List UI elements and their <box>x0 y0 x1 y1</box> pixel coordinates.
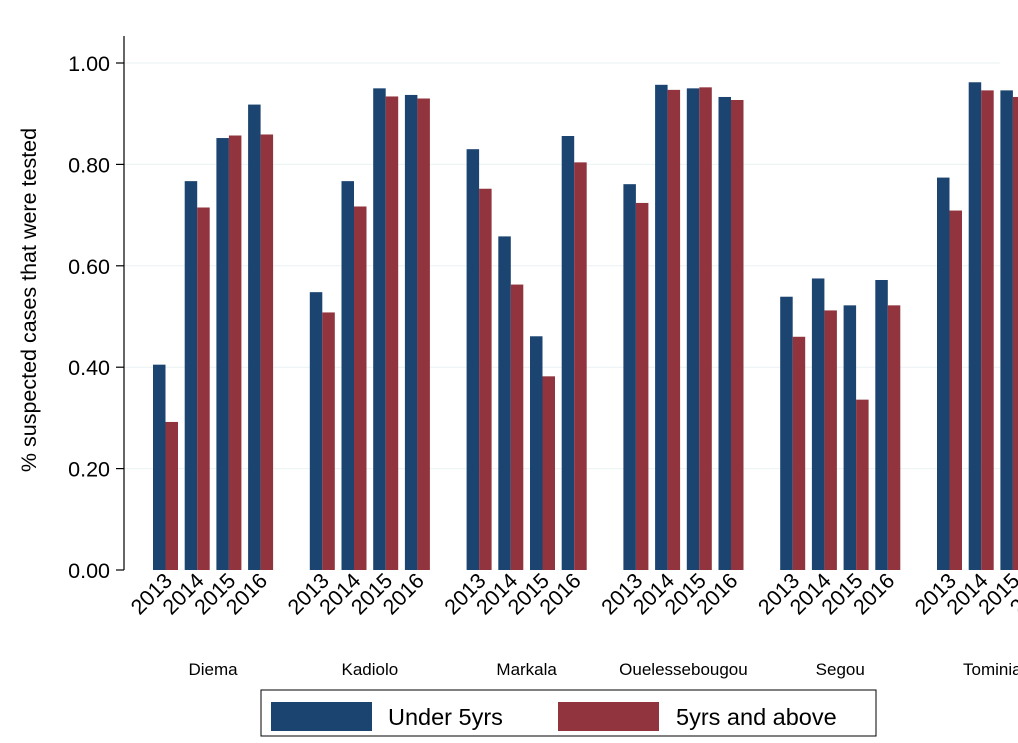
bar-ouelessebougou-2015-under-5yrs <box>686 88 700 570</box>
y-tick-label-1-00: 1.00 <box>68 52 110 76</box>
bar-markala-2016-5yrs-and-above <box>574 162 587 570</box>
bar-ouelessebougou-2014-5yrs-and-above <box>667 89 681 570</box>
group-label-kadiolo: Kadiolo <box>341 660 398 679</box>
group-label-markala: Markala <box>496 660 557 679</box>
y-tick-labels: 0.00 0.20 0.40 0.60 0.80 1.00 <box>68 52 110 583</box>
bar-ouelessebougou-2015-5yrs-and-above <box>699 87 712 570</box>
legend-label-under-5yrs: Under 5yrs <box>388 704 503 730</box>
bar-markala-2013-5yrs-and-above <box>479 188 492 570</box>
bar-segou-2016-under-5yrs <box>875 279 888 570</box>
group-labels: Diema Kadiolo Markala Ouelessebougou Segou To… <box>188 660 1018 679</box>
legend: Under 5yrs 5yrs and above <box>260 689 877 737</box>
bar-ouelessebougou-2014-under-5yrs <box>655 84 668 571</box>
bar-segou-2014-under-5yrs <box>811 278 825 570</box>
bar-segou-2015-under-5yrs <box>843 305 857 570</box>
bar-kadiolo-2016-5yrs-and-above <box>417 98 430 571</box>
bar-diema-2013-5yrs-and-above <box>165 421 178 570</box>
y-tick-label-0-80: 0.80 <box>68 153 110 177</box>
bar-diema-2013-under-5yrs <box>153 364 166 570</box>
bar-diema-2016-5yrs-and-above <box>260 134 274 570</box>
y-tick-label-0-20: 0.20 <box>68 458 110 482</box>
bars <box>153 82 1018 571</box>
bar-tominian-2014-5yrs-and-above <box>981 90 994 571</box>
bar-segou-2013-5yrs-and-above <box>792 336 806 570</box>
bar-kadiolo-2016-under-5yrs <box>404 94 418 570</box>
legend-swatch-under-5yrs <box>271 702 372 731</box>
bar-kadiolo-2014-5yrs-and-above <box>354 206 367 570</box>
group-label-tominian: Tominian <box>963 660 1018 679</box>
axes <box>116 36 125 571</box>
bar-markala-2013-under-5yrs <box>466 149 480 570</box>
bar-ouelessebougou-2013-5yrs-and-above <box>635 202 649 570</box>
bar-markala-2014-under-5yrs <box>498 236 511 571</box>
bar-markala-2016-under-5yrs <box>561 136 575 570</box>
group-label-diema: Diema <box>188 660 238 679</box>
group-label-segou: Segou <box>816 660 865 679</box>
bar-kadiolo-2013-under-5yrs <box>309 292 323 570</box>
bar-diema-2015-5yrs-and-above <box>228 135 242 570</box>
bar-markala-2015-5yrs-and-above <box>542 376 555 570</box>
bar-tominian-2014-under-5yrs <box>968 82 982 571</box>
bar-diema-2015-under-5yrs <box>216 138 229 570</box>
bar-ouelessebougou-2013-under-5yrs <box>623 184 636 570</box>
bar-markala-2015-under-5yrs <box>530 336 543 570</box>
y-tick-label-0-00: 0.00 <box>68 559 110 583</box>
bar-ouelessebougou-2016-under-5yrs <box>718 96 731 571</box>
bar-diema-2014-5yrs-and-above <box>197 207 210 570</box>
legend-swatch-5yrs-and-above <box>558 702 659 731</box>
bar-kadiolo-2015-5yrs-and-above <box>385 96 399 570</box>
y-tick-label-0-60: 0.60 <box>68 255 110 279</box>
bar-kadiolo-2015-under-5yrs <box>373 88 386 570</box>
bar-kadiolo-2013-5yrs-and-above <box>322 312 335 570</box>
bar-segou-2015-5yrs-and-above <box>856 399 869 570</box>
bar-diema-2016-under-5yrs <box>248 104 261 570</box>
bar-segou-2013-under-5yrs <box>780 296 793 570</box>
group-label-ouelessebougou: Ouelessebougou <box>619 660 748 679</box>
bar-tominian-2015-under-5yrs <box>1000 90 1013 571</box>
y-tick-label-0-40: 0.40 <box>68 356 110 380</box>
y-axis-title: % suspected cases that were tested <box>17 128 41 472</box>
bar-segou-2016-5yrs-and-above <box>887 305 901 570</box>
bar-tominian-2013-under-5yrs <box>937 177 950 570</box>
bar-kadiolo-2014-under-5yrs <box>341 181 354 571</box>
bar-markala-2014-5yrs-and-above <box>510 284 524 570</box>
bar-tominian-2013-5yrs-and-above <box>949 210 962 571</box>
bar-ouelessebougou-2016-5yrs-and-above <box>731 100 744 571</box>
legend-label-5yrs-and-above: 5yrs and above <box>676 704 837 730</box>
bar-segou-2014-5yrs-and-above <box>824 310 837 570</box>
bar-tominian-2015-5yrs-and-above <box>1012 96 1018 571</box>
bar-diema-2014-under-5yrs <box>184 181 198 571</box>
